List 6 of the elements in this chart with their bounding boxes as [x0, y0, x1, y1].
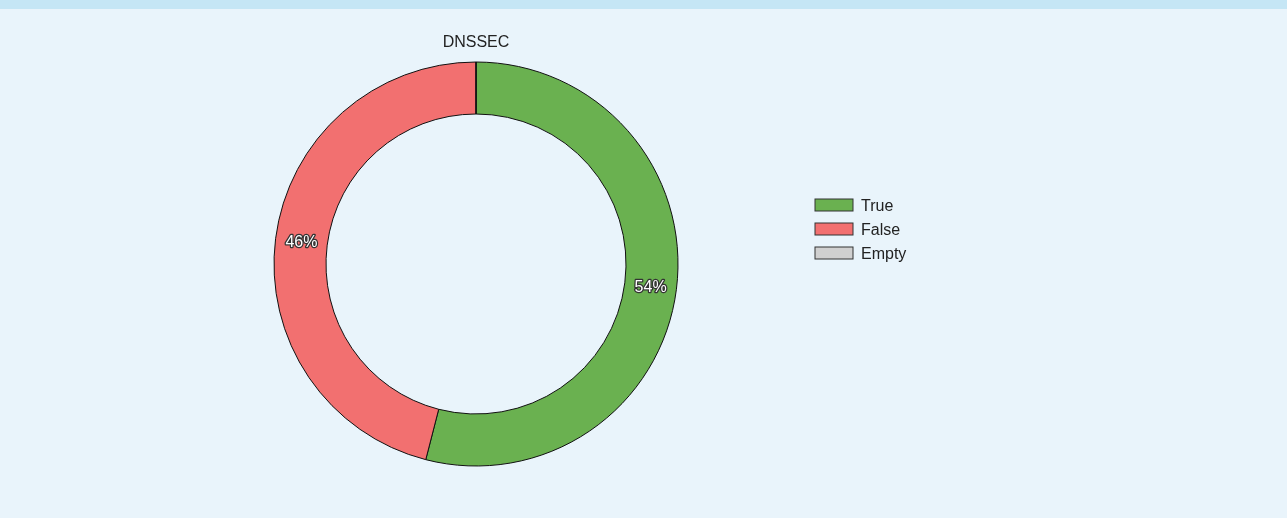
data-label: 54% — [634, 277, 667, 295]
legend-label: Empty — [861, 244, 907, 262]
legend-label: True — [861, 196, 894, 214]
data-label: 46% — [285, 233, 318, 251]
chart-title: DNSSEC — [442, 33, 510, 50]
legend-label: False — [861, 220, 901, 238]
